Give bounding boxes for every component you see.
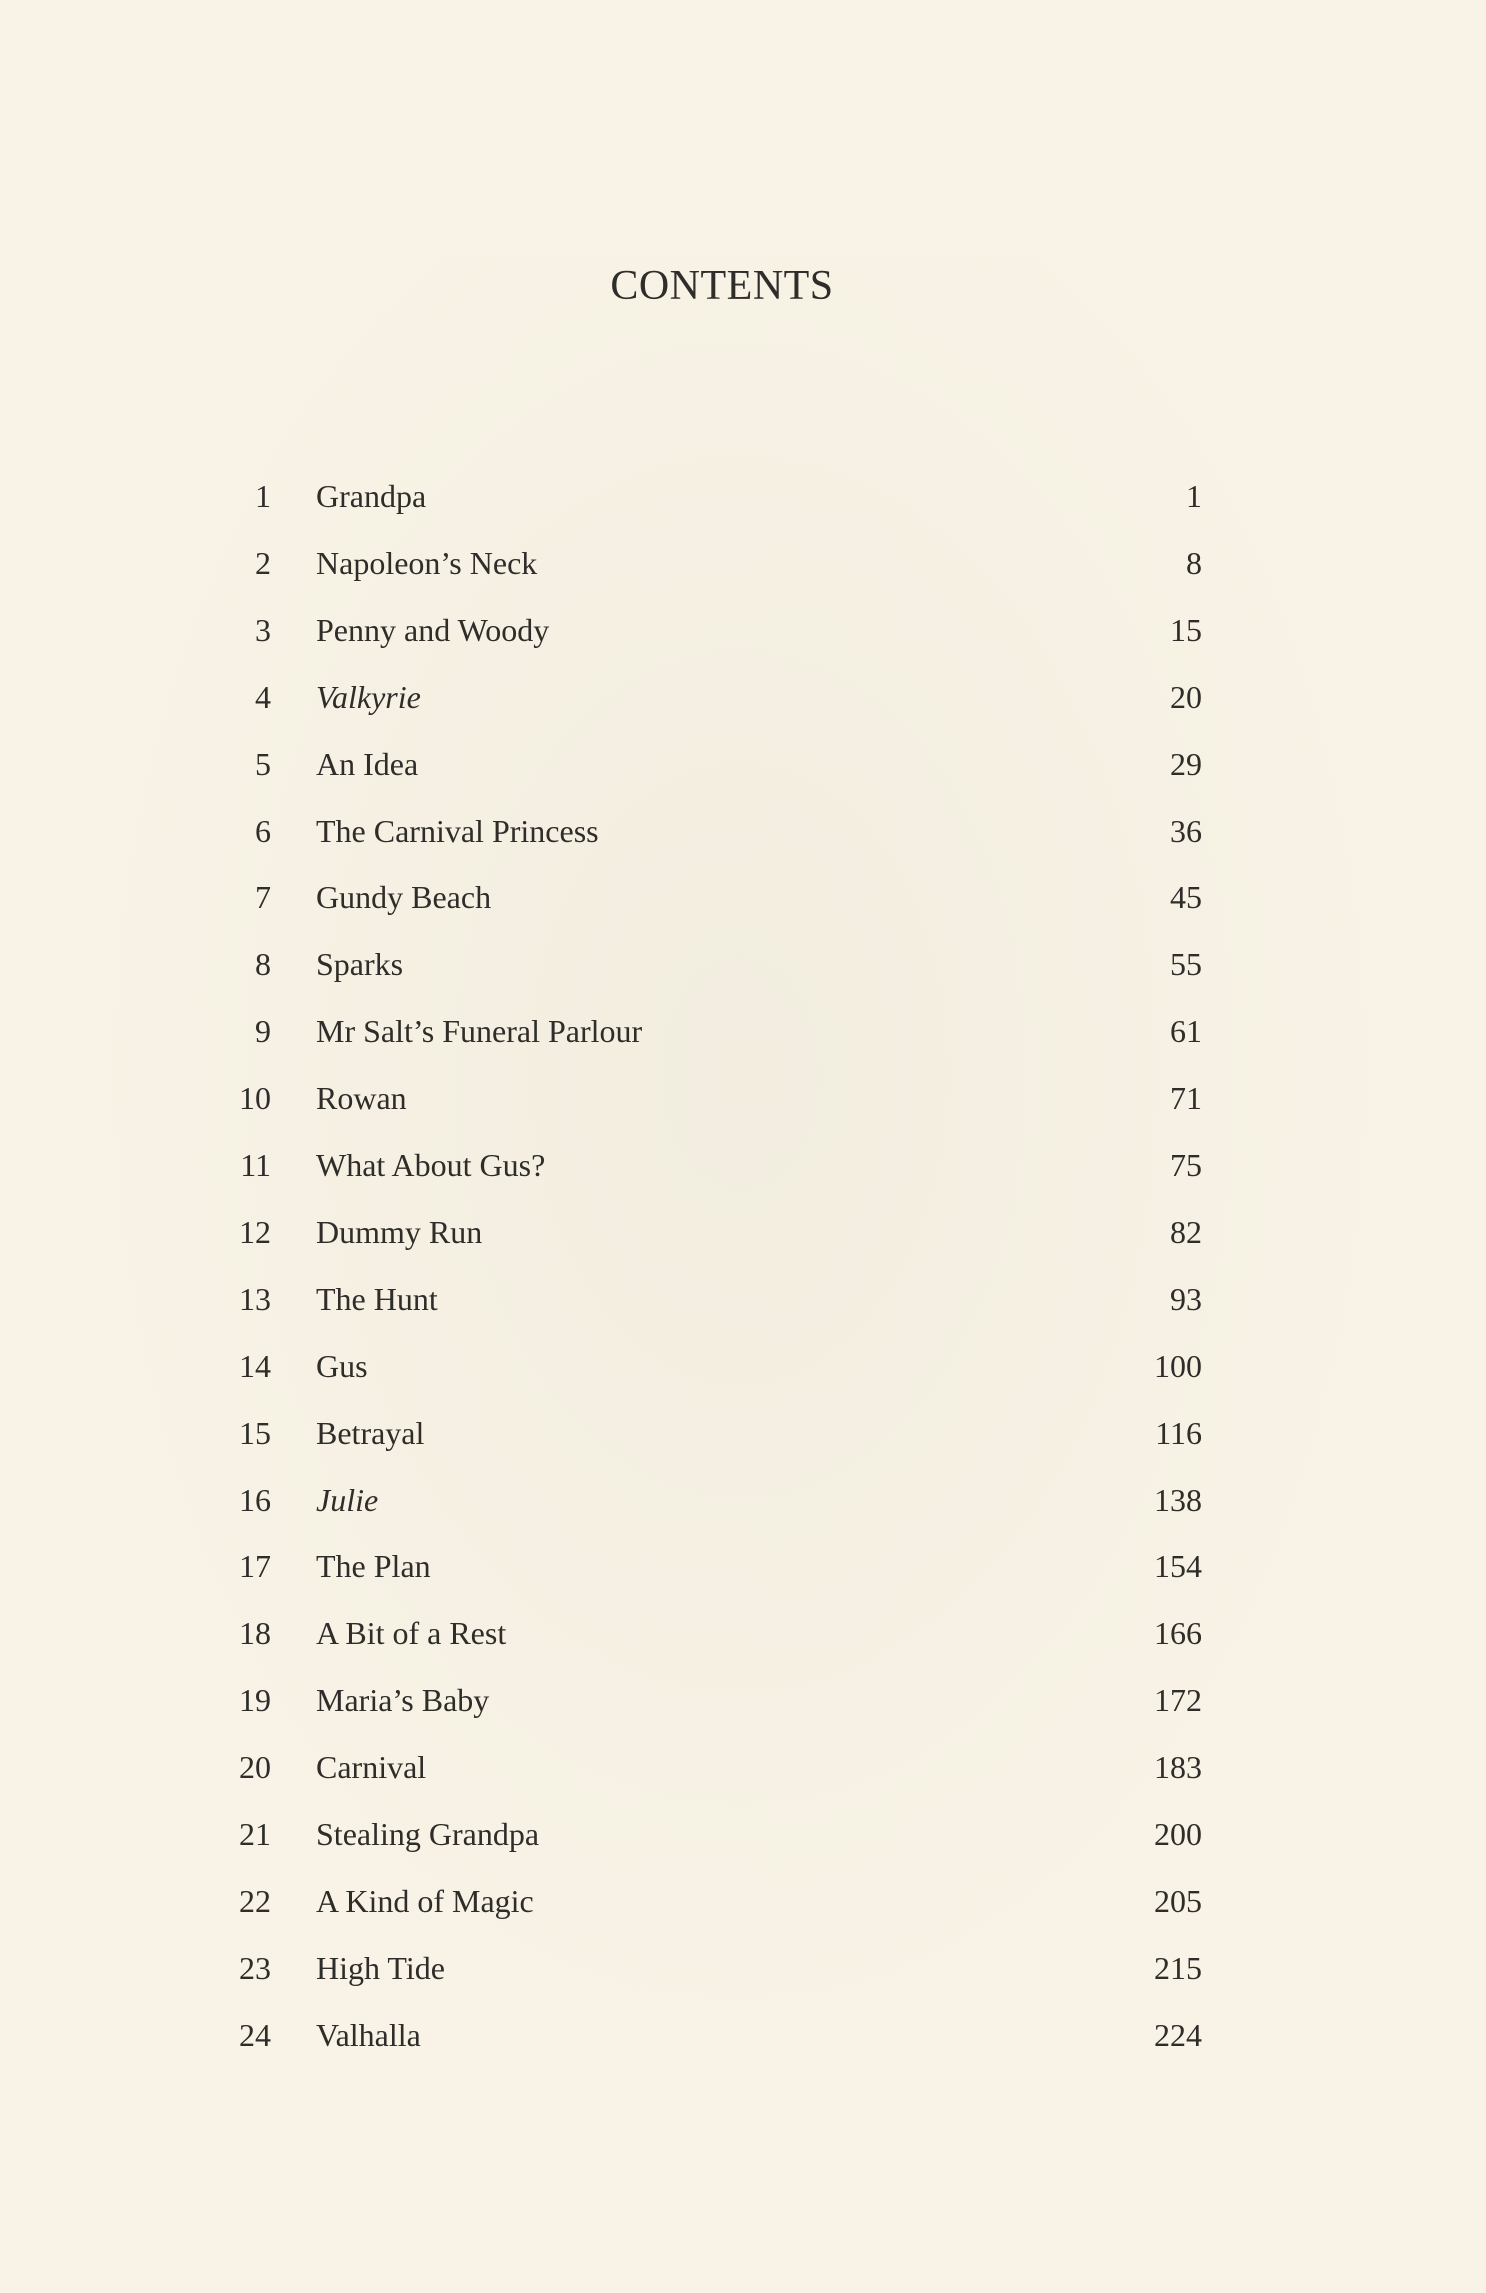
- toc-entry: 22 A Kind of Magic 205: [0, 1883, 1486, 1933]
- chapter-title: A Bit of a Rest: [316, 1615, 507, 1652]
- chapter-number: 21: [239, 1816, 271, 1852]
- chapter-number: 20: [239, 1749, 271, 1786]
- toc-entry: 3 Penny and Woody 15: [0, 612, 1486, 662]
- chapter-title: Mr Salt’s Funeral Parlour: [316, 1013, 643, 1050]
- chapter-number: 7: [255, 879, 271, 916]
- toc-entry: 12 Dummy Run 82: [0, 1214, 1486, 1264]
- page-number: 82: [1170, 1213, 1202, 1250]
- chapter-title: Carnival: [316, 1749, 427, 1786]
- chapter-number: 3: [255, 611, 271, 648]
- chapter-title: Valhalla: [316, 2016, 421, 2053]
- page-number: 100: [1154, 1347, 1202, 1384]
- chapter-number: 15: [239, 1414, 271, 1451]
- page-number: 8: [1186, 544, 1202, 581]
- chapter-title: An Idea: [316, 745, 419, 782]
- chapter-title: Valkyrie: [316, 678, 421, 715]
- toc-entry: 20 Carnival 183: [0, 1749, 1486, 1799]
- page-number: 1: [1186, 478, 1202, 514]
- chapter-title: Julie: [316, 1481, 379, 1518]
- chapter-number: 23: [239, 1949, 271, 1986]
- chapter-number: 17: [239, 1548, 271, 1585]
- chapter-title: High Tide: [316, 1949, 445, 1986]
- toc-entry: 7 Gundy Beach 45: [0, 879, 1486, 929]
- chapter-title: The Hunt: [316, 1280, 438, 1317]
- toc-entry: 23 High Tide 215: [0, 1950, 1486, 2000]
- chapter-number: 24: [239, 2016, 271, 2053]
- page-number: 154: [1154, 1548, 1202, 1585]
- page-number: 71: [1170, 1080, 1202, 1117]
- toc-entry: 11 What About Gus? 75: [0, 1147, 1486, 1197]
- toc-entry: 17 The Plan 154: [0, 1548, 1486, 1598]
- chapter-number: 8: [255, 946, 271, 983]
- chapter-title: Gundy Beach: [316, 879, 492, 916]
- toc-entry: 8 Sparks 55: [0, 946, 1486, 996]
- chapter-number: 2: [255, 544, 271, 581]
- chapter-number: 12: [239, 1213, 271, 1250]
- chapter-title: Sparks: [316, 946, 404, 983]
- chapter-title: The Carnival Princess: [316, 812, 599, 849]
- page-number: 45: [1170, 879, 1202, 916]
- toc-entry: 5 An Idea 29: [0, 746, 1486, 796]
- page-number: 205: [1154, 1882, 1202, 1919]
- toc-entry: 2 Napoleon’s Neck 8: [0, 545, 1486, 595]
- page-number: 20: [1170, 678, 1202, 715]
- chapter-title: Betrayal: [316, 1414, 425, 1451]
- chapter-number: 6: [255, 812, 271, 849]
- chapter-title: Maria’s Baby: [316, 1682, 490, 1719]
- chapter-number: 1: [255, 478, 271, 514]
- chapter-title: Dummy Run: [316, 1213, 483, 1250]
- page-number: 172: [1154, 1682, 1202, 1719]
- page-number: 75: [1170, 1147, 1202, 1183]
- page-number: 215: [1154, 1949, 1202, 1986]
- chapter-number: 13: [239, 1280, 271, 1317]
- chapter-number: 9: [255, 1013, 271, 1050]
- page-number: 116: [1155, 1414, 1202, 1451]
- page-title: CONTENTS: [610, 263, 834, 309]
- toc-entry: 6 The Carnival Princess 36: [0, 813, 1486, 863]
- page-number: 183: [1154, 1749, 1202, 1786]
- chapter-number: 11: [240, 1147, 271, 1183]
- page-number: 55: [1170, 946, 1202, 983]
- chapter-title: Napoleon’s Neck: [316, 544, 538, 581]
- page-number: 36: [1170, 812, 1202, 849]
- toc-entry: 4 Valkyrie 20: [0, 679, 1486, 729]
- page-number: 166: [1154, 1615, 1202, 1652]
- chapter-number: 16: [239, 1481, 271, 1518]
- chapter-number: 14: [239, 1347, 271, 1384]
- toc-entry: 21 Stealing Grandpa 200: [0, 1816, 1486, 1866]
- toc-entry: 18 A Bit of a Rest 166: [0, 1615, 1486, 1665]
- page-number: 224: [1154, 2016, 1202, 2053]
- show-through-background: [60, 250, 1420, 2080]
- chapter-number: 18: [239, 1615, 271, 1652]
- page-number: 15: [1170, 611, 1202, 648]
- page-number: 61: [1170, 1013, 1202, 1050]
- chapter-title: What About Gus?: [316, 1147, 546, 1183]
- chapter-number: 10: [239, 1080, 271, 1117]
- toc-entry: 13 The Hunt 93: [0, 1281, 1486, 1331]
- chapter-title: Penny and Woody: [316, 611, 550, 648]
- toc-entry: 14 Gus 100: [0, 1348, 1486, 1398]
- toc-entry: 15 Betrayal 116: [0, 1415, 1486, 1465]
- chapter-number: 19: [239, 1682, 271, 1719]
- chapter-number: 22: [239, 1882, 271, 1919]
- toc-entry: 24 Valhalla 224: [0, 2017, 1486, 2067]
- page-number: 200: [1154, 1816, 1202, 1852]
- toc-entry: 19 Maria’s Baby 172: [0, 1682, 1486, 1732]
- chapter-number: 4: [255, 678, 271, 715]
- chapter-title: A Kind of Magic: [316, 1882, 534, 1919]
- page-number: 138: [1154, 1481, 1202, 1518]
- toc-entry: 1 Grandpa 1: [0, 478, 1486, 528]
- toc-entry: 10 Rowan 71: [0, 1080, 1486, 1130]
- chapter-title: Gus: [316, 1347, 368, 1384]
- chapter-title: The Plan: [316, 1548, 431, 1585]
- toc-entry: 16 Julie 138: [0, 1482, 1486, 1532]
- chapter-number: 5: [255, 745, 271, 782]
- page-number: 29: [1170, 745, 1202, 782]
- toc-entry: 9 Mr Salt’s Funeral Parlour 61: [0, 1013, 1486, 1063]
- chapter-title: Grandpa: [316, 478, 427, 514]
- chapter-title: Stealing Grandpa: [316, 1816, 540, 1852]
- chapter-title: Rowan: [316, 1080, 407, 1117]
- page-number: 93: [1170, 1280, 1202, 1317]
